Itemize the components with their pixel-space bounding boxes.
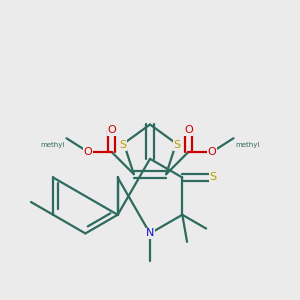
Text: S: S (119, 140, 126, 150)
Text: O: O (107, 125, 116, 135)
Text: N: N (146, 228, 154, 239)
Text: methyl: methyl (236, 142, 260, 148)
Text: S: S (174, 140, 181, 150)
Text: O: O (184, 125, 193, 135)
Text: O: O (84, 147, 92, 157)
Text: S: S (209, 172, 216, 182)
Text: O: O (208, 147, 216, 157)
Text: methyl: methyl (40, 142, 64, 148)
